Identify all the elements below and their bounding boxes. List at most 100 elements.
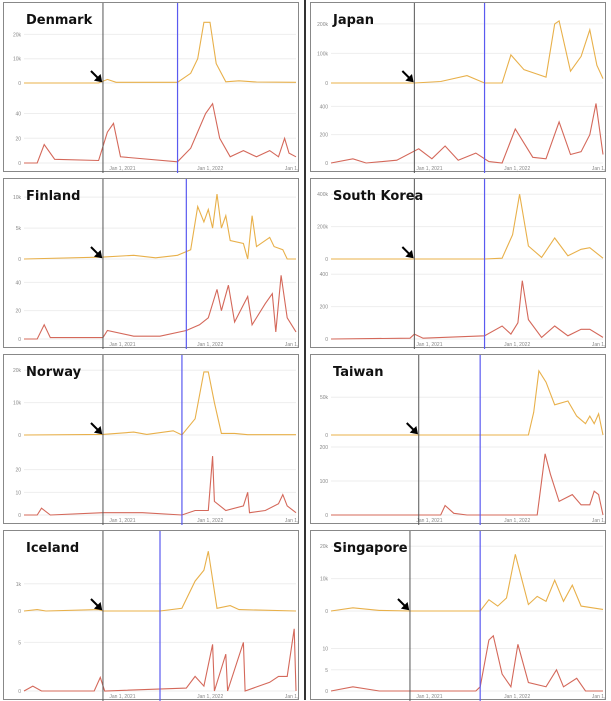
deaths-y-tick-label: 200 xyxy=(320,133,329,139)
x-tick-label: Jan 1, 2021 xyxy=(109,166,135,172)
cases-y-tick-label: 0 xyxy=(325,257,328,263)
chart-svg: 0 200k 400k 0 200 400 Jan 1, 2021 Jan 1, 2022 Ja… xyxy=(317,179,607,349)
x-tick-label: Jan 1, 2021 xyxy=(416,342,442,348)
x-tick-label: Jan 1, 2021 xyxy=(109,518,135,524)
x-tick-label: Jan 1, 2021 xyxy=(416,694,442,700)
cases-y-tick-label: 200k xyxy=(317,225,328,231)
deaths-series-line xyxy=(24,102,297,164)
cases-series-line xyxy=(24,21,297,84)
chart-svg: 0 5k 10k 0 20 40 Jan 1, 2021 Jan 1, 2022 Jan 1, … xyxy=(13,179,300,349)
cases-y-tick-label: 0 xyxy=(18,257,21,263)
deaths-y-tick-label: 40 xyxy=(15,280,21,286)
x-tick-label: Jan 1, 2023 xyxy=(592,166,607,172)
deaths-y-tick-label: 5 xyxy=(325,668,328,674)
deaths-y-tick-label: 40 xyxy=(15,112,21,118)
vaccine-arrow-icon xyxy=(90,246,103,259)
deaths-y-tick-label: 0 xyxy=(325,513,328,519)
vaccine-arrow-icon xyxy=(406,422,419,435)
cases-y-tick-label: 20k xyxy=(320,544,329,550)
vaccine-arrow-icon xyxy=(90,598,103,611)
chart-panel-norway: 0 10k 20k 0 10 20 Jan 1, 2021 Jan 1, 2022 Jan 1,… xyxy=(3,354,300,525)
country-title: Japan xyxy=(333,13,374,28)
x-tick-label: Jan 1, 2021 xyxy=(109,342,135,348)
deaths-y-tick-label: 0 xyxy=(18,337,21,343)
x-tick-label: Jan 1, 2021 xyxy=(109,694,135,700)
x-tick-label: Jan 1, 2023 xyxy=(592,694,607,700)
cases-y-tick-label: 0 xyxy=(18,81,21,87)
vaccine-arrow-icon xyxy=(401,70,414,83)
x-tick-label: Jan 1, 2023 xyxy=(285,694,300,700)
chart-panel-japan: 0 100k 200k 0 200 400 Jan 1, 2021 Jan 1, 2022 Ja… xyxy=(310,2,607,173)
deaths-series-line xyxy=(330,280,604,340)
country-title: Singapore xyxy=(333,541,408,556)
cases-y-tick-label: 5k xyxy=(16,226,22,232)
country-title: Taiwan xyxy=(333,365,384,380)
cases-y-tick-label: 400k xyxy=(317,192,328,198)
cases-y-tick-label: 200k xyxy=(317,22,328,28)
country-title: Iceland xyxy=(26,541,80,556)
deaths-y-tick-label: 0 xyxy=(325,337,328,343)
chart-svg: 0 10k 20k 0 20 40 Jan 1, 2021 Jan 1, 2022 Jan 1,… xyxy=(13,3,300,173)
deaths-y-tick-label: 0 xyxy=(18,689,21,695)
x-tick-label: Jan 1, 2022 xyxy=(504,166,530,172)
deaths-y-tick-label: 20 xyxy=(15,309,21,315)
country-title: Denmark xyxy=(26,13,93,28)
x-tick-label: Jan 1, 2023 xyxy=(285,342,300,348)
deaths-y-tick-label: 10 xyxy=(322,647,328,653)
x-tick-label: Jan 1, 2023 xyxy=(592,518,607,524)
cases-series-line xyxy=(331,369,604,436)
x-tick-label: Jan 1, 2022 xyxy=(504,694,530,700)
deaths-series-line xyxy=(330,103,604,164)
chart-panel-south-korea: 0 200k 400k 0 200 400 Jan 1, 2021 Jan 1, 2022 Ja… xyxy=(310,178,607,349)
country-title: Finland xyxy=(26,189,81,204)
deaths-y-tick-label: 5 xyxy=(18,640,21,646)
cases-y-tick-label: 20k xyxy=(13,32,22,38)
cases-series-line xyxy=(23,371,296,436)
deaths-series-line xyxy=(24,456,297,516)
vaccine-arrow-icon xyxy=(90,70,103,83)
chart-svg: 0 50k 0 100 200 Jan 1, 2021 Jan 1, 2022 Jan 1, … xyxy=(320,355,607,525)
cases-y-tick-label: 10k xyxy=(13,195,22,201)
deaths-y-tick-label: 400 xyxy=(320,272,329,278)
x-tick-label: Jan 1, 2022 xyxy=(197,166,223,172)
x-tick-label: Jan 1, 2022 xyxy=(197,518,223,524)
chart-panel-iceland: 0 1k 0 5 Jan 1, 2021 Jan 1, 2022 Jan 1, 2023 Ic… xyxy=(3,530,300,701)
cases-y-tick-label: 0 xyxy=(18,609,21,615)
vaccine-arrow-icon xyxy=(401,246,414,259)
cases-series-line xyxy=(331,19,604,84)
cases-series-line xyxy=(23,194,296,260)
country-title: Norway xyxy=(26,365,82,380)
x-tick-label: Jan 1, 2023 xyxy=(592,342,607,348)
cases-series-line xyxy=(330,554,604,612)
x-tick-label: Jan 1, 2021 xyxy=(416,518,442,524)
chart-panel-singapore: 0 10k 20k 0 5 10 Jan 1, 2021 Jan 1, 2022 Jan 1, … xyxy=(310,530,607,701)
cases-series-line xyxy=(331,194,604,260)
deaths-y-tick-label: 20 xyxy=(15,136,21,142)
chart-svg: 0 10k 20k 0 10 20 Jan 1, 2021 Jan 1, 2022 Jan 1,… xyxy=(13,355,300,525)
chart-svg: 0 1k 0 5 Jan 1, 2021 Jan 1, 2022 Jan 1, 2023 xyxy=(16,531,300,701)
deaths-y-tick-label: 400 xyxy=(320,104,329,110)
cases-y-tick-label: 0 xyxy=(18,433,21,439)
x-tick-label: Jan 1, 2021 xyxy=(416,166,442,172)
cases-y-tick-label: 10k xyxy=(13,57,22,63)
deaths-y-tick-label: 10 xyxy=(15,490,21,496)
deaths-y-tick-label: 0 xyxy=(18,161,21,167)
deaths-series-line xyxy=(24,275,297,340)
deaths-series-line xyxy=(330,634,603,692)
deaths-y-tick-label: 0 xyxy=(325,161,328,167)
chart-svg: 0 100k 200k 0 200 400 Jan 1, 2021 Jan 1, 2022 Ja… xyxy=(317,3,607,173)
cases-y-tick-label: 0 xyxy=(325,81,328,87)
vaccine-arrow-icon xyxy=(397,598,410,611)
chart-panel-finland: 0 5k 10k 0 20 40 Jan 1, 2021 Jan 1, 2022 Jan 1, … xyxy=(3,178,300,349)
deaths-series-line xyxy=(331,453,604,516)
country-title: South Korea xyxy=(333,189,424,204)
x-tick-label: Jan 1, 2022 xyxy=(504,342,530,348)
cases-y-tick-label: 100k xyxy=(317,51,328,57)
x-tick-label: Jan 1, 2022 xyxy=(197,694,223,700)
chart-panel-denmark: 0 10k 20k 0 20 40 Jan 1, 2021 Jan 1, 2022 Jan 1,… xyxy=(3,2,300,173)
cases-y-tick-label: 10k xyxy=(320,577,329,583)
deaths-y-tick-label: 0 xyxy=(325,689,328,695)
x-tick-label: Jan 1, 2022 xyxy=(197,342,223,348)
deaths-y-tick-label: 200 xyxy=(320,305,329,311)
